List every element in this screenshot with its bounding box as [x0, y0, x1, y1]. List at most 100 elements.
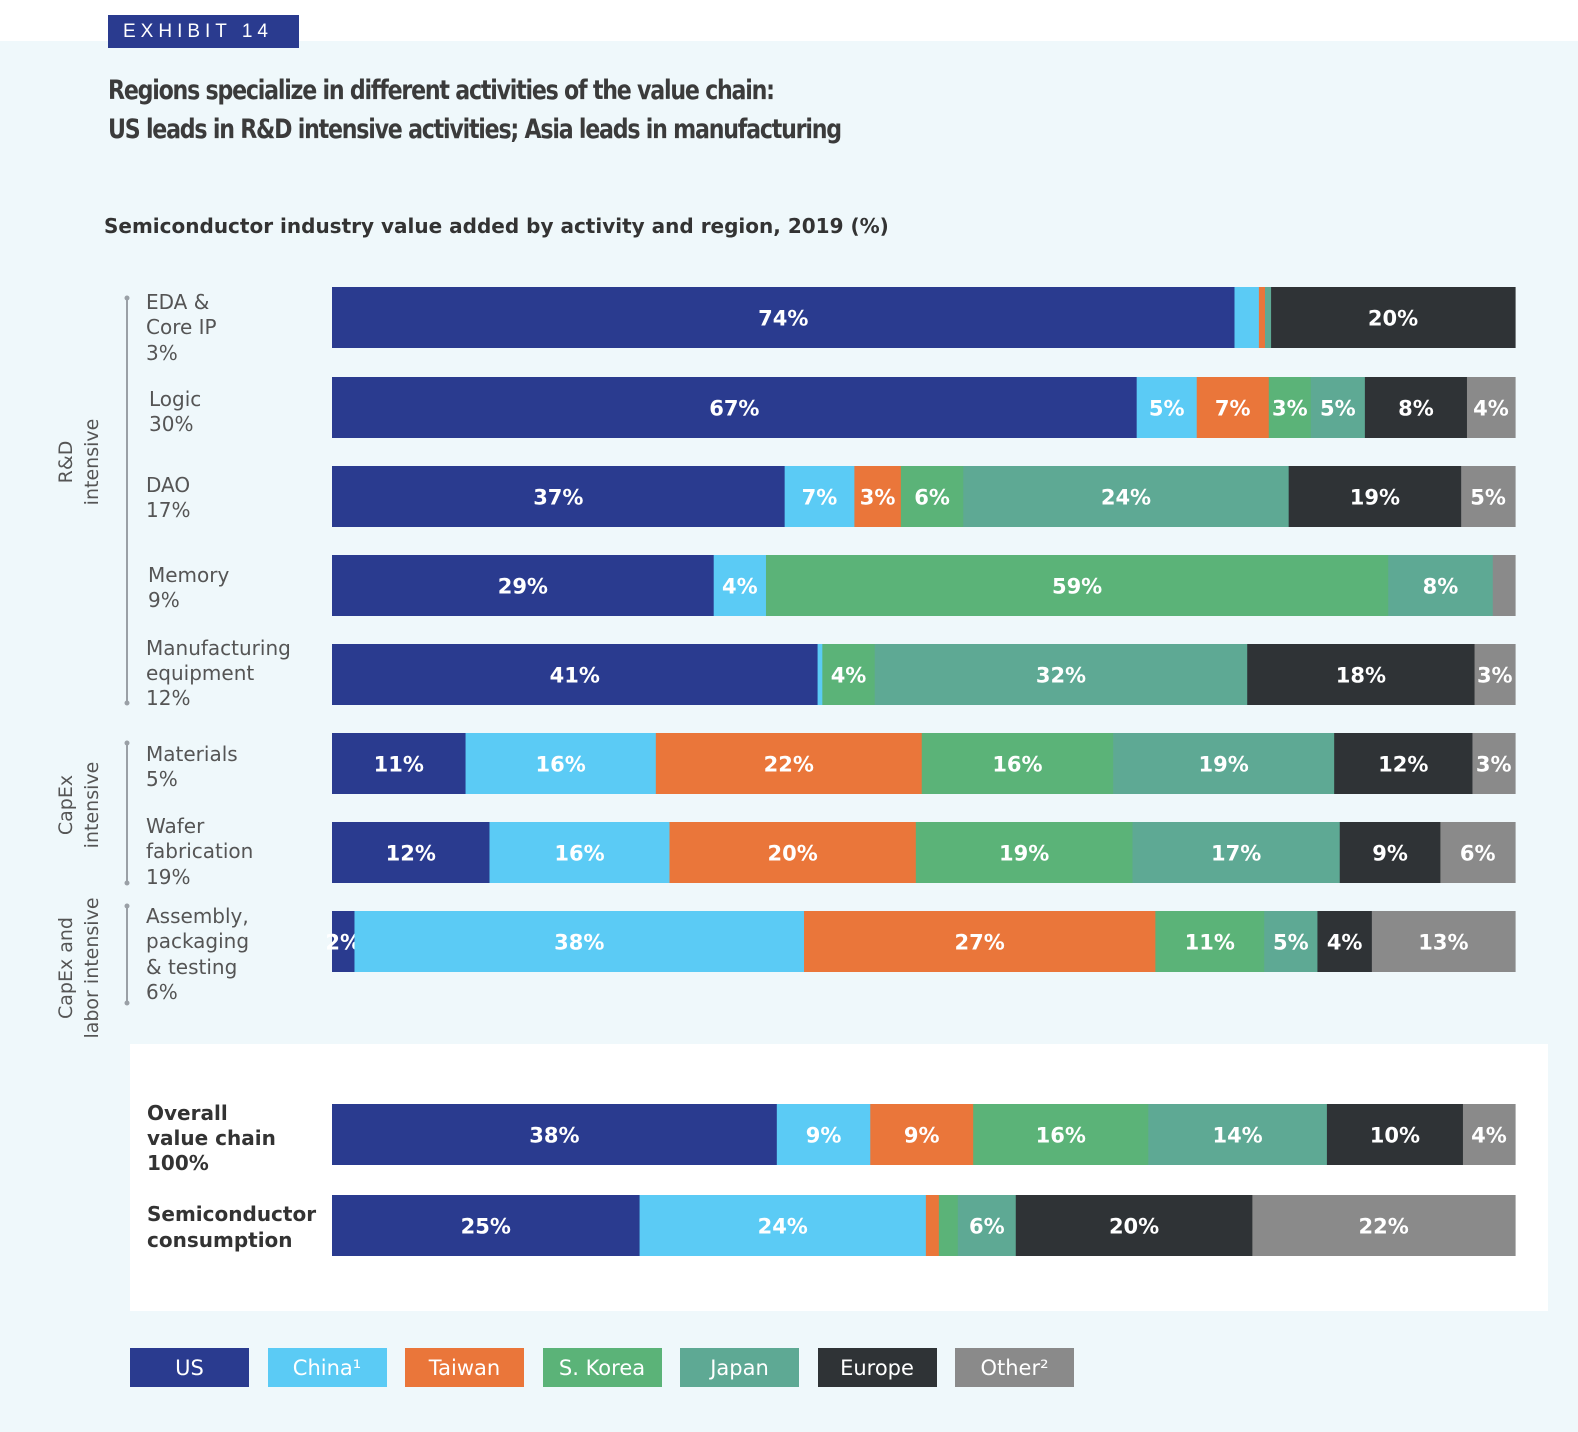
legend-item-1: China¹	[268, 1348, 387, 1387]
category-bar-1-label-2: 7%	[1215, 397, 1251, 421]
summary-bar-1-label-1: 24%	[758, 1215, 808, 1239]
category-bar-5-label-2: 22%	[764, 753, 814, 777]
summary-bar-0-label-3: 16%	[1036, 1124, 1086, 1148]
summary-bar-1-segment-2	[926, 1195, 940, 1256]
category-bar-2-label-5: 19%	[1350, 486, 1400, 510]
category-label-2-line-0: DAO	[146, 473, 190, 497]
category-bar-1-label-5: 8%	[1398, 397, 1434, 421]
category-bar-6-label-4: 17%	[1211, 842, 1261, 866]
category-bar-0-label-5: 20%	[1368, 307, 1418, 331]
category-bar-2-label-6: 5%	[1470, 486, 1506, 510]
group-label-2-line-0: CapEx and	[55, 917, 77, 1019]
category-label-0-line-0: EDA &	[146, 290, 209, 314]
legend-item-0: US	[130, 1348, 249, 1387]
category-bar-3-label-3: 59%	[1052, 575, 1102, 599]
summary-bar-0-label-4: 14%	[1212, 1124, 1262, 1148]
group-label-0-line-0: R&D	[55, 441, 77, 484]
summary-bar-0-label-6: 4%	[1471, 1124, 1507, 1148]
summary-bar-0-label-1: 9%	[806, 1124, 842, 1148]
category-bar-5-label-1: 16%	[536, 753, 586, 777]
summary-label-0-line-2: 100%	[147, 1151, 209, 1175]
category-bar-2-label-4: 24%	[1101, 486, 1151, 510]
summary-bar-0-label-5: 10%	[1370, 1124, 1420, 1148]
category-label-0-line-2: 3%	[146, 341, 178, 365]
category-bar-1-label-1: 5%	[1149, 397, 1185, 421]
category-bar-4-label-3: 4%	[831, 664, 867, 688]
summary-label-0-line-0: Overall	[147, 1101, 228, 1125]
category-label-7-line-0: Assembly,	[146, 904, 249, 928]
legend-item-4: Japan	[680, 1348, 799, 1387]
legend-item-5: Europe	[818, 1348, 937, 1387]
category-bar-5-label-5: 12%	[1378, 753, 1428, 777]
category-bar-7-label-1: 38%	[554, 931, 604, 955]
category-bar-7-label-6: 13%	[1418, 931, 1468, 955]
summary-bar-0-label-0: 38%	[529, 1124, 579, 1148]
category-bar-1-label-3: 3%	[1272, 397, 1308, 421]
group-label-0-line-1: intensive	[81, 419, 103, 506]
summary-label-1-line-0: Semiconductor	[147, 1202, 316, 1226]
summary-bar-1-segment-3	[939, 1195, 959, 1256]
category-bar-7-label-2: 27%	[955, 931, 1005, 955]
category-bar-6-label-0: 12%	[386, 842, 436, 866]
category-bar-4-label-0: 41%	[550, 664, 600, 688]
category-bar-0-segment-1	[1234, 287, 1259, 348]
category-label-0-line-1: Core IP	[146, 315, 217, 339]
category-bar-4-label-5: 18%	[1336, 664, 1386, 688]
group-bracket-bottom-1	[125, 881, 130, 886]
category-bar-3-label-4: 8%	[1423, 575, 1459, 599]
category-bar-5-label-3: 16%	[992, 753, 1042, 777]
category-bar-0-segment-2	[1259, 287, 1266, 348]
category-label-6-line-0: Wafer	[146, 814, 205, 838]
legend-item-2: Taiwan	[405, 1348, 524, 1387]
category-bar-0-label-0: 74%	[758, 307, 808, 331]
category-label-5-line-0: Materials	[146, 742, 238, 766]
summary-bar-1-label-0: 25%	[461, 1215, 511, 1239]
category-label-6-line-2: 19%	[146, 865, 190, 889]
category-label-1-line-0: Logic	[149, 387, 201, 411]
category-bar-2-label-2: 3%	[860, 486, 896, 510]
category-label-4-line-2: 12%	[146, 686, 190, 710]
category-label-3-line-0: Memory	[148, 563, 230, 587]
category-bar-4-segment-1	[818, 644, 823, 705]
category-bar-4-label-4: 32%	[1036, 664, 1086, 688]
category-label-6-line-1: fabrication	[146, 839, 253, 863]
stacked-bar-chart: 74% 20%EDA &Core IP3%67% 5% 7% 3% 5% 8% 4%Logic…	[0, 0, 1578, 1432]
category-bar-5-label-4: 19%	[1199, 753, 1249, 777]
category-label-4-line-0: Manufacturing	[146, 636, 291, 660]
category-label-7-line-1: packaging	[146, 929, 249, 953]
category-label-5-line-1: 5%	[146, 767, 178, 791]
category-bar-0-segment-4	[1265, 287, 1272, 348]
category-bar-3-label-1: 4%	[722, 575, 758, 599]
category-bar-4-label-6: 3%	[1477, 664, 1513, 688]
category-bar-5-label-0: 11%	[374, 753, 424, 777]
category-bar-1-label-0: 67%	[709, 397, 759, 421]
category-label-4-line-1: equipment	[146, 661, 254, 685]
group-bracket-bottom-2	[125, 1001, 130, 1006]
category-bar-6-label-2: 20%	[768, 842, 818, 866]
legend-item-6: Other²	[955, 1348, 1074, 1387]
summary-bar-1-label-4: 6%	[969, 1215, 1005, 1239]
category-bar-2-label-0: 37%	[533, 486, 583, 510]
category-bar-2-label-3: 6%	[914, 486, 950, 510]
group-label-2-line-1: labor intensive	[81, 897, 103, 1038]
category-label-2-line-1: 17%	[146, 498, 190, 522]
group-label-1-line-0: CapEx	[55, 775, 77, 835]
category-label-7-line-2: & testing	[146, 955, 237, 979]
group-bracket-bottom-0	[125, 701, 130, 706]
category-bar-2-label-1: 7%	[802, 486, 838, 510]
group-bracket-top-0	[125, 296, 130, 301]
category-bar-6-label-6: 6%	[1460, 842, 1496, 866]
summary-bar-1-label-6: 22%	[1359, 1215, 1409, 1239]
summary-label-1-line-1: consumption	[147, 1228, 293, 1252]
category-bar-7-label-5: 4%	[1327, 931, 1363, 955]
category-bar-6-label-5: 9%	[1372, 842, 1408, 866]
category-bar-5-label-6: 3%	[1476, 753, 1512, 777]
category-bar-1-label-6: 4%	[1473, 397, 1509, 421]
category-bar-6-label-3: 19%	[999, 842, 1049, 866]
category-label-3-line-1: 9%	[148, 588, 180, 612]
category-bar-1-label-4: 5%	[1320, 397, 1356, 421]
category-bar-7-label-3: 11%	[1185, 931, 1235, 955]
legend-item-3: S. Korea	[543, 1348, 662, 1387]
group-label-1-line-1: intensive	[81, 762, 103, 849]
summary-bar-0-label-2: 9%	[904, 1124, 940, 1148]
